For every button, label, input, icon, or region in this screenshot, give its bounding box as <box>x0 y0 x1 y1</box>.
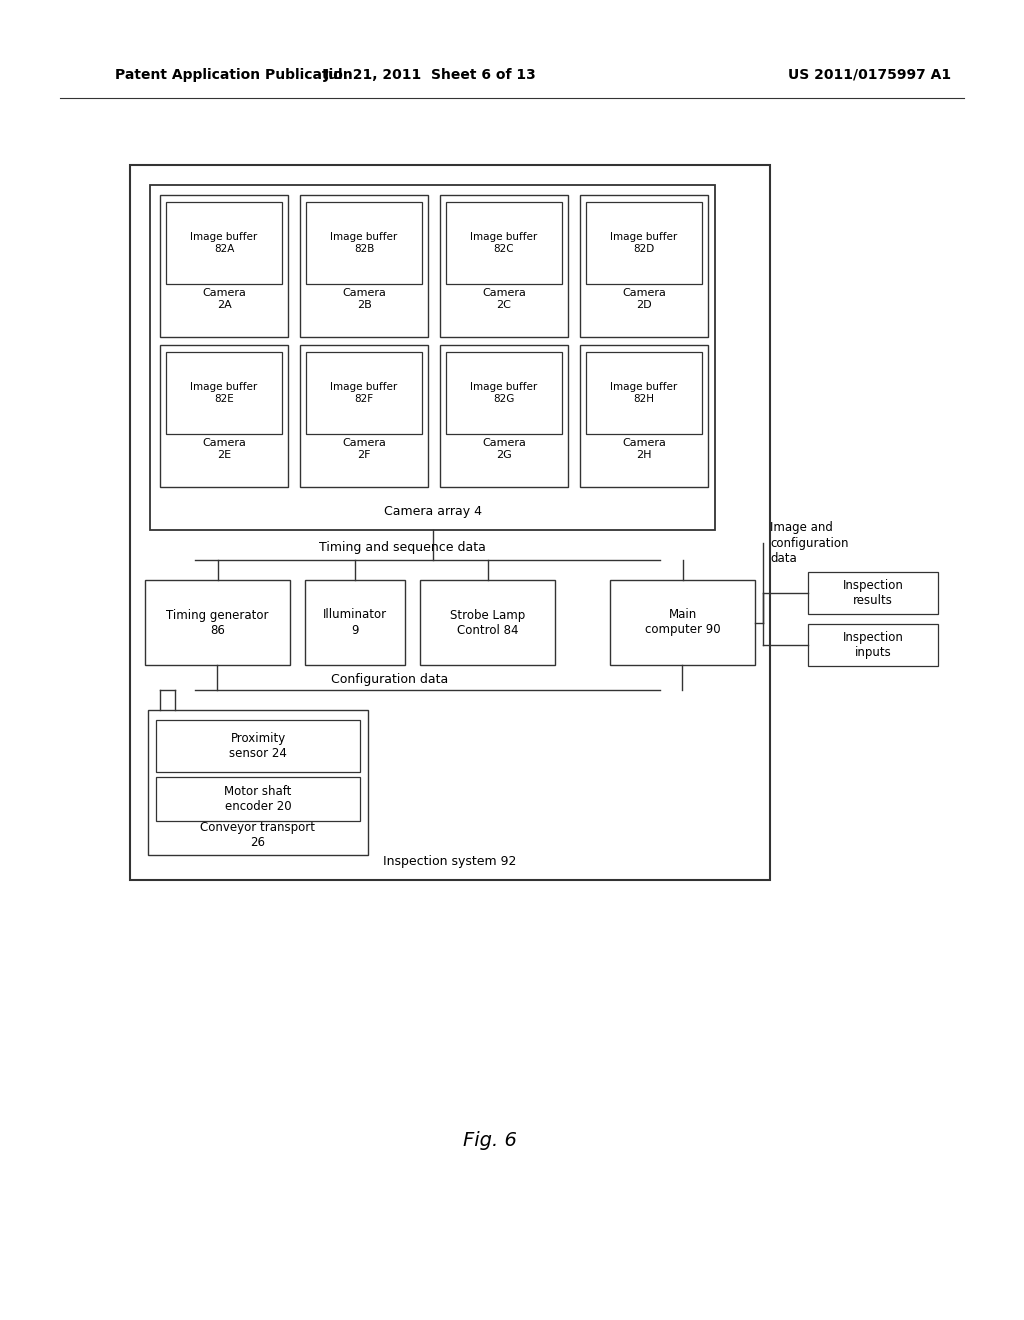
Text: Configuration data: Configuration data <box>332 673 449 686</box>
Bar <box>446 202 562 284</box>
Text: Image buffer
82G: Image buffer 82G <box>470 383 538 404</box>
Bar <box>166 352 282 434</box>
Bar <box>586 202 702 284</box>
Text: Camera
2D: Camera 2D <box>622 288 666 310</box>
Text: Timing and sequence data: Timing and sequence data <box>319 541 486 554</box>
Text: Image buffer
82E: Image buffer 82E <box>190 383 258 404</box>
Bar <box>306 352 422 434</box>
Text: Patent Application Publication: Patent Application Publication <box>115 69 352 82</box>
Bar <box>166 202 282 284</box>
Text: Timing generator
86: Timing generator 86 <box>166 609 268 636</box>
Text: Inspection system 92: Inspection system 92 <box>383 855 517 869</box>
Bar <box>306 202 422 284</box>
Bar <box>145 579 290 665</box>
Bar <box>156 719 360 772</box>
Bar <box>580 345 708 487</box>
Text: Main
computer 90: Main computer 90 <box>645 609 720 636</box>
Bar <box>160 345 288 487</box>
Text: Camera array 4: Camera array 4 <box>384 506 481 519</box>
Text: Image buffer
82D: Image buffer 82D <box>610 232 678 253</box>
Bar <box>150 185 715 531</box>
Text: Image and
configuration
data: Image and configuration data <box>770 521 849 565</box>
Text: Camera
2B: Camera 2B <box>342 288 386 310</box>
Bar <box>610 579 755 665</box>
Text: Camera
2G: Camera 2G <box>482 438 526 459</box>
Bar <box>808 624 938 667</box>
Bar <box>300 345 428 487</box>
Text: Camera
2A: Camera 2A <box>202 288 246 310</box>
Bar <box>160 195 288 337</box>
Text: Motor shaft
encoder 20: Motor shaft encoder 20 <box>224 785 292 813</box>
Bar <box>808 572 938 614</box>
Text: Camera
2F: Camera 2F <box>342 438 386 459</box>
Text: Illuminator
9: Illuminator 9 <box>323 609 387 636</box>
Text: Strobe Lamp
Control 84: Strobe Lamp Control 84 <box>450 609 525 636</box>
Bar <box>586 352 702 434</box>
Text: Fig. 6: Fig. 6 <box>463 1130 517 1150</box>
Text: Camera
2E: Camera 2E <box>202 438 246 459</box>
Bar <box>130 165 770 880</box>
Text: Inspection
results: Inspection results <box>843 579 903 607</box>
Bar <box>440 345 568 487</box>
Text: Proximity
sensor 24: Proximity sensor 24 <box>229 733 287 760</box>
Text: Inspection
inputs: Inspection inputs <box>843 631 903 659</box>
Bar <box>420 579 555 665</box>
Text: US 2011/0175997 A1: US 2011/0175997 A1 <box>788 69 951 82</box>
Bar <box>446 352 562 434</box>
Text: Camera
2H: Camera 2H <box>622 438 666 459</box>
Text: Jul. 21, 2011  Sheet 6 of 13: Jul. 21, 2011 Sheet 6 of 13 <box>324 69 537 82</box>
Text: Image buffer
82F: Image buffer 82F <box>331 383 397 404</box>
Text: Camera
2C: Camera 2C <box>482 288 526 310</box>
Bar <box>580 195 708 337</box>
Bar <box>440 195 568 337</box>
Text: Image buffer
82B: Image buffer 82B <box>331 232 397 253</box>
Bar <box>148 710 368 855</box>
Bar <box>156 777 360 821</box>
Bar <box>300 195 428 337</box>
Text: Image buffer
82H: Image buffer 82H <box>610 383 678 404</box>
Text: Conveyor transport
26: Conveyor transport 26 <box>201 821 315 849</box>
Bar <box>305 579 406 665</box>
Text: Image buffer
82A: Image buffer 82A <box>190 232 258 253</box>
Text: Image buffer
82C: Image buffer 82C <box>470 232 538 253</box>
